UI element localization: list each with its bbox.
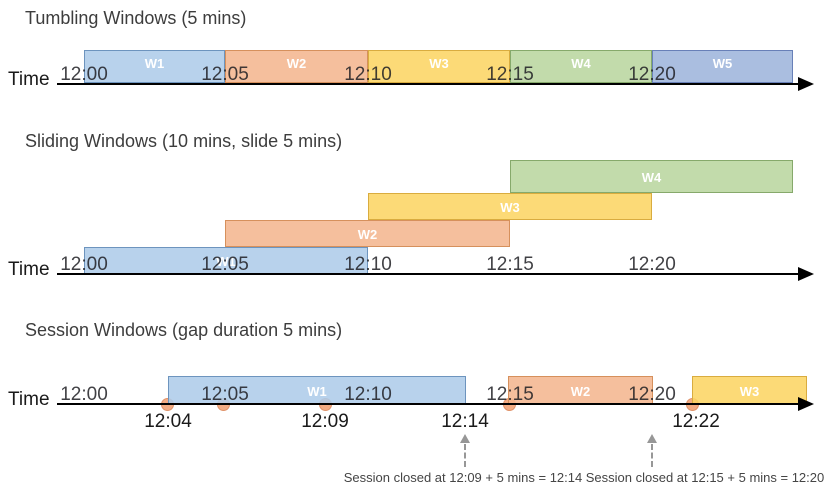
tumbling-windows-window-w4: W4: [510, 50, 652, 83]
sliding-windows-window-label: W3: [500, 200, 520, 215]
sliding-windows-tick-1210: 12:10: [344, 254, 392, 275]
sliding-windows-time-axis: [57, 273, 800, 275]
tumbling-windows-title: Tumbling Windows (5 mins): [25, 8, 247, 28]
session-windows-callout-text: Session closed at 12:09 + 5 mins = 12:14: [343, 470, 583, 485]
session-windows-event-time-1209: 12:09: [301, 411, 349, 432]
sliding-windows-title: Sliding Windows (10 mins, slide 5 mins): [25, 131, 343, 151]
sliding-windows-tick-1220: 12:20: [628, 254, 676, 275]
sliding-windows-tick-1215: 12:15: [486, 254, 534, 275]
sliding-windows-window-label: W1: [216, 254, 236, 269]
tumbling-windows-window-w2: W2: [225, 50, 368, 83]
sliding-windows-window-w3: W3: [368, 193, 652, 220]
session-windows-event-time-1222: 12:22: [672, 411, 720, 432]
session-windows-tick-1215: 12:15: [486, 384, 534, 405]
session-windows-window-label: W2: [570, 383, 591, 399]
session-windows-time-axis: [57, 403, 800, 405]
session-windows-tick-1200: 12:00: [60, 384, 108, 405]
session-windows-tick-1220: 12:20: [628, 384, 676, 405]
session-windows-tick-1205: 12:05: [201, 384, 249, 405]
tumbling-windows-window-label: W5: [712, 56, 733, 71]
sliding-windows-axis-arrowhead-icon: [798, 267, 814, 281]
sliding-windows-time-label: Time: [8, 259, 50, 280]
sliding-windows-tick-1200: 12:00: [60, 254, 108, 275]
tumbling-windows-window-w3: W3: [368, 50, 510, 83]
sliding-windows-window-w1: W1: [84, 247, 368, 274]
session-windows-event-time-1204: 12:04: [144, 411, 192, 432]
session-windows-window-label: W1: [307, 383, 327, 399]
tumbling-windows-axis-arrowhead-icon: [798, 77, 814, 91]
tumbling-windows-tick-1205: 12:05: [201, 64, 249, 85]
session-windows-callout-arrow-icon: [460, 434, 470, 443]
session-windows-callout-arrow-icon: [647, 434, 657, 443]
tumbling-windows-window-label: W3: [429, 56, 449, 71]
tumbling-windows-window-label: W1: [144, 56, 165, 71]
sliding-windows-window-label: W2: [357, 227, 378, 242]
sliding-windows-window-label: W4: [641, 170, 662, 185]
session-windows-callout-arrow-tail: [651, 444, 653, 467]
tumbling-windows-tick-1215: 12:15: [486, 64, 534, 85]
session-windows-window-w1: W1: [168, 376, 466, 404]
session-windows-window-label: W3: [739, 383, 760, 399]
session-windows-callout-text: Session closed at 12:15 + 5 mins = 12:20: [585, 470, 825, 485]
sliding-windows-window-w2: W2: [225, 220, 510, 247]
tumbling-windows-tick-1200: 12:00: [60, 64, 108, 85]
session-windows-title: Session Windows (gap duration 5 mins): [25, 320, 343, 340]
tumbling-windows-tick-1220: 12:20: [628, 64, 676, 85]
session-windows-tick-1210: 12:10: [344, 384, 392, 405]
tumbling-windows-window-label: W4: [571, 56, 591, 71]
tumbling-windows-time-label: Time: [8, 69, 50, 90]
tumbling-windows-tick-1210: 12:10: [344, 64, 392, 85]
session-windows-time-label: Time: [8, 389, 50, 410]
session-windows-axis-arrowhead-icon: [798, 397, 814, 411]
sliding-windows-window-w4: W4: [510, 160, 793, 193]
tumbling-windows-window-w5: W5: [652, 50, 793, 83]
session-windows-callout-arrow-tail: [464, 444, 466, 467]
session-windows-window-w3: W3: [692, 376, 807, 404]
tumbling-windows-window-w1: W1: [84, 50, 225, 83]
session-windows-event-time-1214: 12:14: [441, 411, 489, 432]
tumbling-windows-window-label: W2: [286, 56, 307, 71]
tumbling-windows-time-axis: [57, 83, 800, 85]
sliding-windows-tick-1205: 12:05: [201, 254, 249, 275]
